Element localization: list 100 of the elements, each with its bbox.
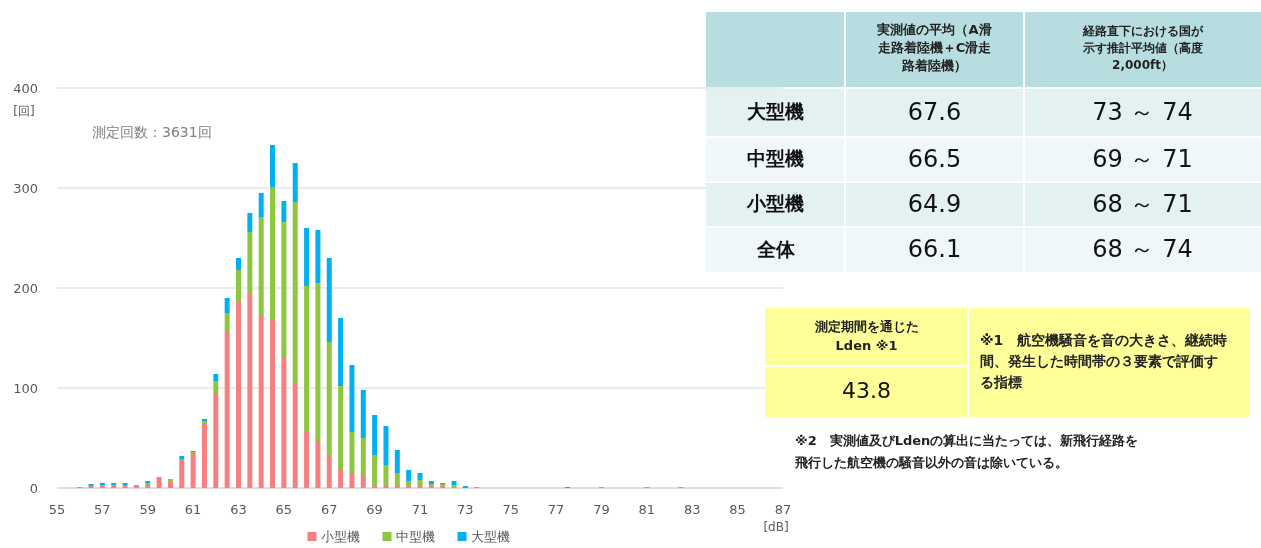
bar [304, 228, 310, 286]
x-tick-label: 65 [275, 502, 293, 517]
bar [406, 481, 412, 486]
bar [372, 485, 378, 488]
bar [304, 286, 310, 432]
annotation: 中型機 [747, 147, 804, 169]
x-axis-title: [dB] [763, 520, 789, 534]
bar [258, 316, 264, 488]
bar [236, 258, 241, 270]
x-tick-label: 83 [683, 502, 701, 517]
bar [349, 432, 355, 473]
bar [224, 313, 230, 332]
text: 67.6 [907, 97, 962, 126]
bar [360, 476, 366, 488]
text: ※1 航空機騒音を音の大きさ、継続時間、発生した時間帯の３要素で評価する指標 [980, 332, 1228, 390]
annotation: 大型機 [747, 100, 804, 122]
bar [167, 482, 173, 488]
y-tick-label: 400 [13, 81, 38, 96]
text: 経路直下における国が示す推計平均値（高度2,000ft） [1081, 23, 1204, 72]
x-tick-label: 69 [366, 502, 383, 517]
bar [270, 187, 276, 319]
x-tick-label: 79 [593, 502, 610, 517]
x-tick-label: 61 [184, 502, 202, 517]
bar [179, 459, 185, 488]
x-tick-label: 63 [230, 502, 247, 517]
annotation: 測定回数：3631回 [92, 124, 212, 140]
x-tick-label: 85 [729, 502, 746, 517]
legend-label: 小型機 [320, 529, 360, 544]
bar [292, 202, 298, 384]
bar [247, 213, 253, 232]
x-tick-label: 87 [774, 502, 792, 517]
text: 66.5 [907, 144, 962, 173]
bar [394, 473, 400, 485]
bar [338, 386, 344, 470]
bar [372, 455, 378, 485]
bar [167, 479, 173, 482]
annotation: 全体 [755, 237, 796, 260]
text: 実測値の平均（A滑走路着陸機＋C滑走路着陸機） [876, 21, 992, 73]
y-tick-label: 100 [13, 381, 38, 396]
bar [338, 318, 344, 386]
bar [338, 470, 344, 488]
bar [236, 270, 241, 301]
bar [270, 145, 276, 187]
bar [292, 384, 298, 488]
bar [383, 426, 389, 465]
bar [383, 485, 389, 488]
bar [281, 201, 287, 222]
x-tick-label: 73 [457, 502, 474, 517]
bar [281, 222, 287, 358]
bar [224, 332, 230, 488]
bar [394, 450, 400, 473]
bar [190, 453, 196, 488]
bar [451, 481, 457, 485]
text: 68 ～ 71 [1092, 189, 1193, 218]
bar [349, 473, 355, 488]
text: 68 ～ 74 [1092, 235, 1193, 263]
annotation: 小型機 [746, 192, 804, 214]
bar [213, 374, 219, 381]
text: 43.8 [842, 378, 891, 403]
bar [224, 298, 230, 313]
bar [315, 283, 321, 441]
bar [326, 258, 332, 342]
x-tick-label: 55 [48, 502, 66, 517]
x-tick-label: 75 [502, 502, 520, 517]
bar [179, 456, 185, 459]
bar [315, 441, 321, 488]
bar [406, 470, 412, 481]
y-tick-label: 0 [29, 481, 38, 496]
bar [247, 232, 253, 293]
bar [247, 293, 253, 488]
bar [383, 465, 389, 485]
x-tick-label: 59 [139, 502, 157, 517]
text: ※2 実測値及びLdenの算出に当たっては、新飛行経路を飛行した航空機の騒音以外の音は除いている。 [794, 432, 1139, 470]
x-tick-label: 81 [638, 502, 656, 517]
bar [258, 217, 264, 316]
legend-label: 大型機 [470, 529, 510, 544]
bar [270, 319, 276, 488]
bar [394, 485, 400, 488]
bar [133, 485, 139, 488]
x-tick-label: 57 [94, 502, 111, 517]
x-tick-label: 67 [320, 502, 338, 517]
text: 測定期間を通じたLden ※1 [813, 319, 919, 353]
text: 66.1 [907, 235, 962, 263]
text: 69 ～ 71 [1092, 144, 1193, 173]
bar [236, 301, 241, 488]
bar [326, 455, 332, 488]
y-axis-title: [回] [13, 104, 35, 118]
bar [258, 193, 264, 217]
y-tick-label: 200 [13, 281, 38, 296]
bar [326, 342, 332, 455]
bar [201, 424, 207, 488]
bar [349, 365, 355, 432]
bar [372, 415, 378, 455]
x-tick-label: 71 [411, 502, 429, 517]
text: 64.9 [907, 189, 962, 218]
bar [156, 477, 162, 488]
legend-label: 中型機 [395, 529, 435, 544]
bar [213, 393, 219, 488]
text: 73 ～ 74 [1092, 97, 1193, 126]
bar [281, 358, 287, 488]
